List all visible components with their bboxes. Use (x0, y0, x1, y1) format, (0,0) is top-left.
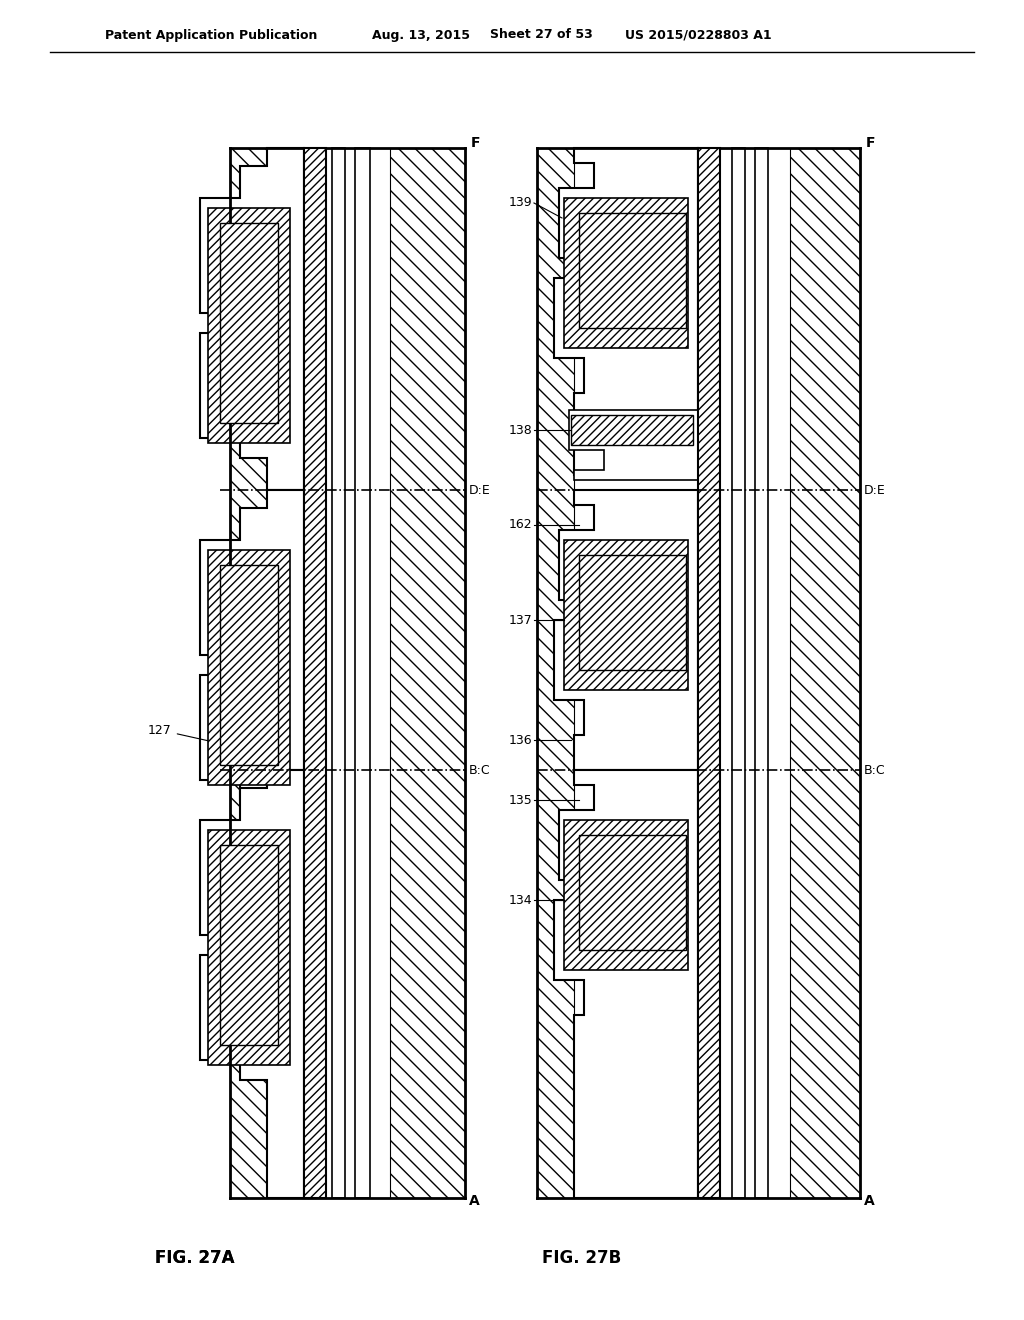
Polygon shape (200, 148, 304, 490)
Polygon shape (200, 490, 304, 800)
Polygon shape (579, 836, 686, 950)
Text: FIG. 27B: FIG. 27B (542, 1249, 622, 1267)
Text: FIG. 27A: FIG. 27A (155, 1249, 234, 1267)
Text: D:E: D:E (469, 483, 490, 496)
Text: Aug. 13, 2015: Aug. 13, 2015 (372, 29, 470, 41)
Polygon shape (755, 148, 768, 1199)
Polygon shape (220, 565, 278, 766)
Text: 137: 137 (508, 614, 532, 627)
Polygon shape (569, 411, 698, 480)
Polygon shape (564, 198, 688, 348)
Polygon shape (564, 540, 688, 690)
Polygon shape (220, 223, 278, 422)
Polygon shape (579, 213, 686, 327)
Polygon shape (208, 830, 290, 1065)
Polygon shape (220, 845, 278, 1045)
Text: B:C: B:C (864, 763, 886, 776)
Polygon shape (390, 148, 465, 1199)
Text: A: A (469, 1195, 480, 1208)
Polygon shape (698, 148, 720, 1199)
Polygon shape (564, 820, 688, 970)
Text: B:C: B:C (469, 763, 490, 776)
Polygon shape (554, 148, 698, 475)
Polygon shape (732, 148, 745, 1199)
Text: 136: 136 (508, 734, 532, 747)
Polygon shape (579, 554, 686, 671)
Text: 127: 127 (148, 723, 269, 755)
Text: F: F (866, 136, 876, 150)
Text: A: A (864, 1195, 874, 1208)
Text: FIG. 27A: FIG. 27A (155, 1249, 234, 1267)
Text: F: F (471, 136, 480, 150)
Text: US 2015/0228803 A1: US 2015/0228803 A1 (625, 29, 772, 41)
Polygon shape (208, 209, 290, 444)
Text: Patent Application Publication: Patent Application Publication (105, 29, 317, 41)
Polygon shape (355, 148, 370, 1199)
Text: 134: 134 (508, 894, 532, 907)
Polygon shape (554, 490, 698, 770)
Polygon shape (332, 148, 345, 1199)
Polygon shape (200, 770, 304, 1199)
Polygon shape (208, 550, 290, 785)
Text: 139: 139 (508, 197, 532, 210)
Polygon shape (230, 148, 267, 1199)
Text: Sheet 27 of 53: Sheet 27 of 53 (490, 29, 593, 41)
Text: D:E: D:E (864, 483, 886, 496)
Polygon shape (790, 148, 860, 1199)
Polygon shape (554, 770, 698, 1199)
Polygon shape (571, 414, 693, 445)
Text: 138: 138 (508, 424, 532, 437)
Polygon shape (304, 148, 326, 1199)
Polygon shape (537, 148, 574, 1199)
Text: 162: 162 (508, 519, 532, 532)
Text: 135: 135 (508, 793, 532, 807)
